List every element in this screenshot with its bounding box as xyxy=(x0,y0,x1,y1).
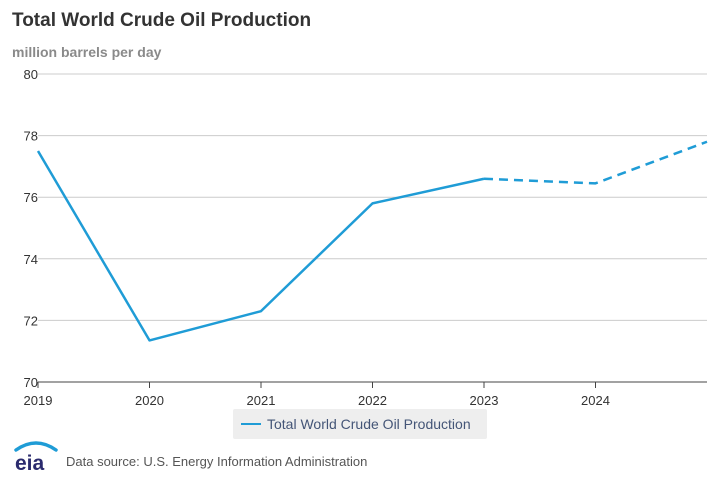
x-tick-label: 2024 xyxy=(581,393,610,408)
y-tick-label: 76 xyxy=(24,190,38,205)
x-tick-label: 2019 xyxy=(24,393,53,408)
eia-logo: eia xyxy=(14,441,58,475)
chart-title: Total World Crude Oil Production xyxy=(12,10,312,31)
legend-label: Total World Crude Oil Production xyxy=(267,416,471,432)
x-tick-label: 2022 xyxy=(358,393,387,408)
data-source: Data source: U.S. Energy Information Adm… xyxy=(66,454,368,469)
y-tick-label: 80 xyxy=(24,67,38,82)
logo-text: eia xyxy=(15,452,45,475)
grid-lines xyxy=(38,73,707,383)
series-line-projected xyxy=(483,140,708,185)
series-lines xyxy=(36,140,708,342)
x-tick-label: 2021 xyxy=(247,393,276,408)
y-tick-label: 72 xyxy=(24,313,38,328)
y-tick-label: 70 xyxy=(24,375,38,390)
legend[interactable]: Total World Crude Oil Production xyxy=(233,409,487,439)
x-tick-label: 2023 xyxy=(470,393,499,408)
y-tick-label: 74 xyxy=(24,252,38,267)
y-tick-labels: 70 72 74 76 78 80 xyxy=(24,67,38,390)
y-tick-label: 78 xyxy=(24,129,38,144)
legend-swatch xyxy=(241,423,261,425)
x-tick-labels: 2019 2020 2021 2022 2023 2024 xyxy=(24,382,610,408)
y-axis-unit-label: million barrels per day xyxy=(12,44,162,60)
x-tick-label: 2020 xyxy=(135,393,164,408)
series-line-historical xyxy=(36,150,485,342)
